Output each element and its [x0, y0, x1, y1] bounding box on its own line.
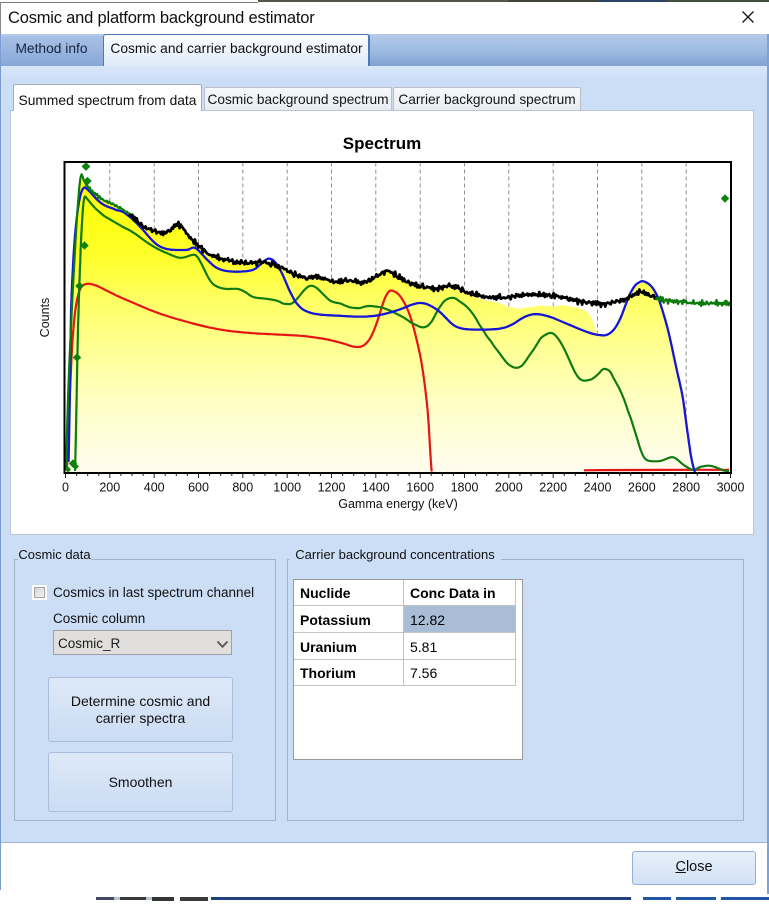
svg-text:200: 200 — [99, 481, 120, 495]
svg-text:600: 600 — [188, 481, 209, 495]
svg-text:1600: 1600 — [406, 481, 434, 495]
svg-text:2000: 2000 — [495, 481, 523, 495]
svg-text:2400: 2400 — [584, 481, 612, 495]
svg-text:2800: 2800 — [672, 481, 700, 495]
svg-text:Counts: Counts — [38, 298, 52, 338]
svg-text:Gamma energy (keV): Gamma energy (keV) — [338, 497, 457, 511]
svg-text:400: 400 — [144, 481, 165, 495]
svg-text:1800: 1800 — [451, 481, 479, 495]
svg-text:1200: 1200 — [318, 481, 346, 495]
svg-text:2600: 2600 — [628, 481, 656, 495]
svg-text:1000: 1000 — [273, 481, 301, 495]
svg-text:0: 0 — [62, 481, 69, 495]
svg-text:Spectrum: Spectrum — [343, 134, 421, 153]
svg-text:3000: 3000 — [717, 481, 745, 495]
svg-text:2200: 2200 — [539, 481, 567, 495]
svg-text:800: 800 — [232, 481, 253, 495]
svg-text:1400: 1400 — [362, 481, 390, 495]
